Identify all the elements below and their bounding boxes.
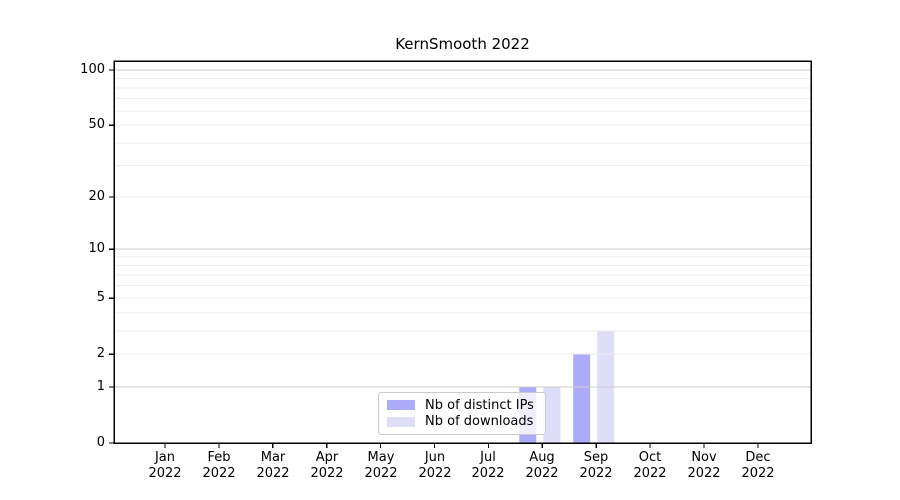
x-tick-label: Nov 2022	[687, 450, 721, 481]
y-tick-label: 5	[96, 290, 105, 305]
y-tick-label: 50	[88, 117, 105, 132]
x-tick-label: Oct 2022	[633, 450, 667, 481]
legend: Nb of distinct IPs Nb of downloads	[378, 392, 546, 435]
x-tick-label: Dec 2022	[741, 450, 775, 481]
legend-swatch-downloads	[387, 416, 415, 427]
y-tick-label: 20	[88, 189, 105, 204]
x-tick-label: Aug 2022	[525, 450, 559, 481]
x-tick-label: Jun 2022	[418, 450, 452, 481]
x-tick-label: May 2022	[364, 450, 398, 481]
chart-title: KernSmooth 2022	[395, 35, 530, 53]
x-tick-label: Jul 2022	[471, 450, 505, 481]
x-tick-label: Jan 2022	[148, 450, 182, 481]
legend-swatch-distinct-ips	[387, 400, 415, 411]
x-tick-label: Mar 2022	[256, 450, 290, 481]
y-tick-label: 10	[88, 241, 105, 256]
y-tick-label: 0	[96, 435, 105, 450]
legend-item-downloads: Nb of downloads	[387, 414, 537, 429]
y-tick-label: 100	[80, 62, 105, 77]
axes-frame	[113, 60, 812, 444]
legend-label-distinct-ips: Nb of distinct IPs	[425, 397, 534, 413]
y-tick-label: 2	[96, 346, 105, 361]
legend-label-downloads: Nb of downloads	[425, 414, 534, 430]
bar-downloads	[543, 387, 561, 443]
bar-distinct-ips	[573, 354, 591, 443]
x-tick-label: Apr 2022	[310, 450, 344, 481]
legend-item-distinct-ips: Nb of distinct IPs	[387, 398, 537, 413]
x-tick-label: Feb 2022	[202, 450, 236, 481]
x-tick-label: Sep 2022	[579, 450, 613, 481]
y-tick-label: 1	[96, 379, 105, 394]
